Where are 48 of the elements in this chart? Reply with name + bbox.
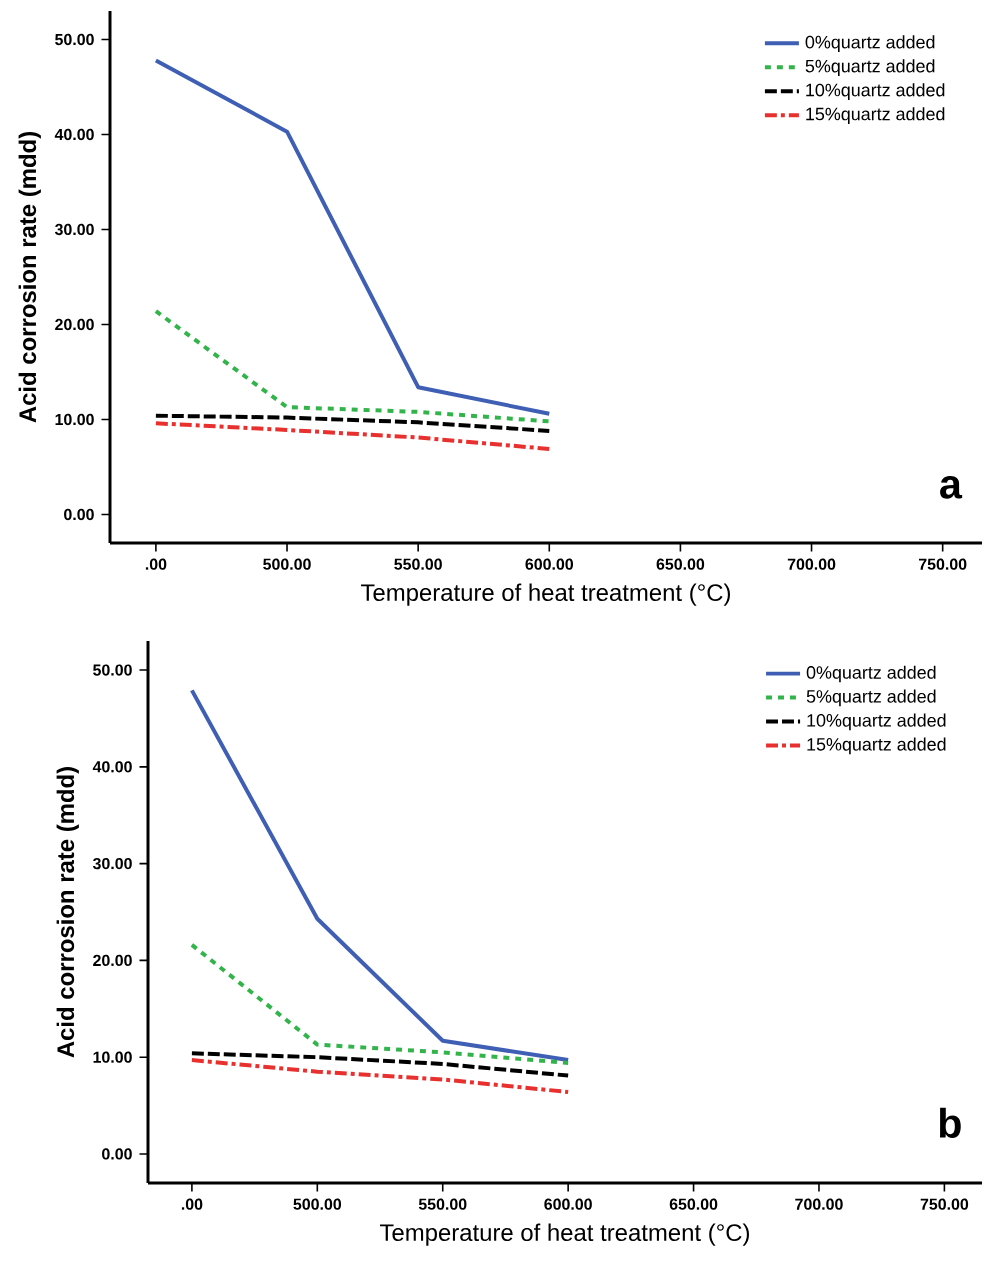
- line-series: [153, 309, 552, 424]
- x-tick-label: 600.00: [525, 558, 574, 570]
- annotation: b: [939, 1107, 961, 1139]
- y-tick-label: 40.00: [92, 761, 132, 773]
- x-tick-label: 500.00: [293, 1198, 342, 1210]
- legend-label: 15%quartz added: [806, 107, 945, 124]
- y-axis-title: Acid corrosion rate (mdd): [56, 767, 79, 1058]
- x-tick-label: .00: [145, 558, 167, 570]
- y-tick-label: 30.00: [54, 223, 94, 236]
- line-series: [189, 688, 571, 1063]
- x-tick-label: 750.00: [918, 558, 967, 570]
- x-axis-title: Temperature of heat treatment (°C): [380, 1223, 749, 1246]
- y-tick-label: 30.00: [92, 857, 132, 870]
- y-tick-label: 40.00: [54, 128, 94, 141]
- y-tick-label: 0.00: [64, 508, 94, 521]
- x-tick-label: 650.00: [656, 558, 705, 570]
- line-series: [189, 1058, 571, 1095]
- x-tick-label: 500.00: [263, 558, 311, 570]
- x-axis-title: Temperature of heat treatment (°C): [361, 583, 730, 606]
- y-tick-label: 50.00: [55, 33, 94, 46]
- line-series: [153, 413, 552, 433]
- legend-label: 5%quartz added: [806, 689, 936, 707]
- y-tick-label: 20.00: [55, 318, 94, 331]
- x-tick-label: 750.00: [920, 1198, 969, 1210]
- y-axis-title: Acid corrosion rate (mdd): [18, 132, 41, 423]
- legend-label: 0%quartz added: [806, 665, 936, 683]
- legend-label: 10%quartz added: [807, 713, 946, 731]
- x-tick-label: 600.00: [544, 1198, 592, 1210]
- y-tick-label: 10.00: [55, 413, 94, 426]
- line-series: [153, 58, 552, 416]
- legend-label: 0%quartz added: [805, 35, 935, 53]
- x-tick-label: 650.00: [669, 1198, 718, 1210]
- x-tick-label: .00: [181, 1198, 203, 1210]
- line-series: [189, 1051, 571, 1078]
- legend-label: 5%quartz added: [805, 59, 935, 76]
- y-tick-label: 10.00: [93, 1051, 132, 1063]
- legend-label: 15%quartz added: [807, 737, 946, 755]
- x-tick-label: 550.00: [418, 1198, 467, 1210]
- annotation: a: [940, 476, 963, 499]
- legend-label: 10%quartz added: [806, 83, 945, 100]
- y-tick-label: 50.00: [93, 664, 132, 676]
- x-tick-label: 550.00: [394, 558, 442, 570]
- y-tick-label: 20.00: [93, 954, 132, 967]
- y-tick-label: 0.00: [102, 1148, 132, 1160]
- x-tick-label: 700.00: [795, 1198, 843, 1210]
- x-tick-label: 700.00: [787, 558, 836, 570]
- line-series: [153, 421, 552, 451]
- line-series: [189, 942, 571, 1065]
